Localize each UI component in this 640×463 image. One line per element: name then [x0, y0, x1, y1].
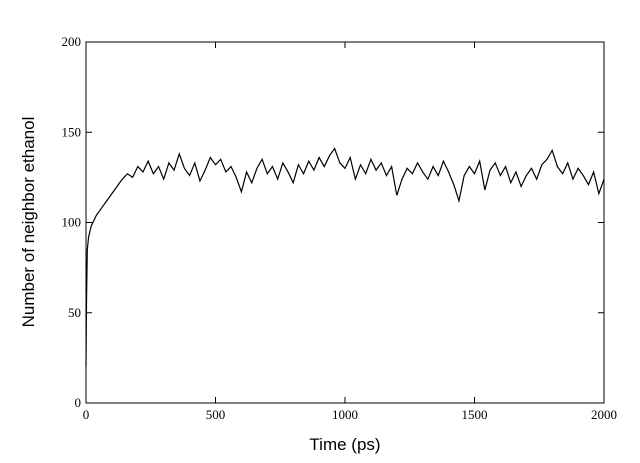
y-tick-label: 50: [68, 305, 81, 320]
x-tick-label: 2000: [591, 407, 617, 422]
y-axis-title: Number of neighbor ethanol: [19, 117, 38, 328]
x-axis-title: Time (ps): [309, 435, 380, 454]
y-tick-label: 150: [62, 124, 82, 139]
x-tick-label: 0: [83, 407, 90, 422]
x-tick-label: 500: [206, 407, 226, 422]
y-tick-label: 100: [62, 215, 82, 230]
y-tick-label: 200: [62, 34, 82, 49]
x-tick-label: 1500: [462, 407, 488, 422]
data-line: [85, 147, 605, 367]
y-tick-label: 0: [75, 395, 82, 410]
plot-frame: [85, 41, 605, 404]
x-tick-label: 1000: [332, 407, 358, 422]
